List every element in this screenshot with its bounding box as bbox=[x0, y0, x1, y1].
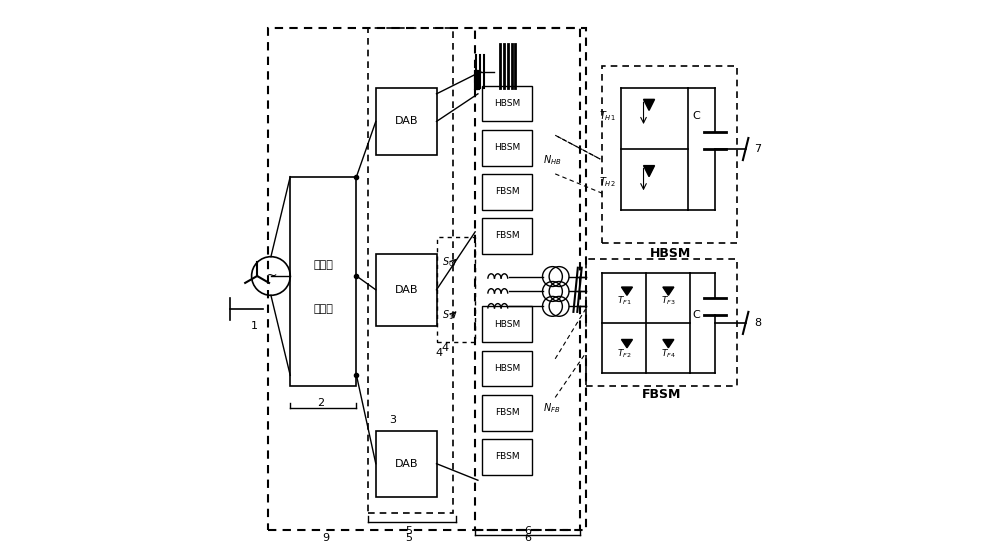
Polygon shape bbox=[663, 339, 674, 348]
Text: $T_{F1}$: $T_{F1}$ bbox=[617, 295, 632, 307]
Text: $S_0$: $S_0$ bbox=[442, 255, 454, 269]
Text: 4: 4 bbox=[441, 343, 448, 353]
FancyBboxPatch shape bbox=[482, 395, 532, 431]
Text: $T_{H1}$: $T_{H1}$ bbox=[599, 109, 616, 123]
Polygon shape bbox=[663, 287, 674, 295]
FancyBboxPatch shape bbox=[376, 88, 437, 155]
Text: FBSM: FBSM bbox=[495, 231, 519, 240]
FancyBboxPatch shape bbox=[482, 439, 532, 475]
Polygon shape bbox=[644, 99, 655, 110]
Text: 5: 5 bbox=[405, 526, 412, 536]
Polygon shape bbox=[644, 166, 655, 177]
Text: HBSM: HBSM bbox=[494, 143, 520, 152]
FancyBboxPatch shape bbox=[482, 351, 532, 386]
Text: 6: 6 bbox=[524, 526, 531, 536]
Text: 8: 8 bbox=[754, 318, 761, 328]
Text: DAB: DAB bbox=[394, 459, 418, 469]
FancyBboxPatch shape bbox=[482, 218, 532, 254]
Text: FBSM: FBSM bbox=[495, 187, 519, 196]
Polygon shape bbox=[621, 287, 632, 295]
Text: 6: 6 bbox=[524, 533, 531, 543]
Text: HBSM: HBSM bbox=[494, 320, 520, 328]
Text: FBSM: FBSM bbox=[495, 408, 519, 417]
Text: ~: ~ bbox=[265, 269, 277, 283]
Text: 7: 7 bbox=[754, 144, 761, 154]
Text: FBSM: FBSM bbox=[495, 452, 519, 461]
FancyBboxPatch shape bbox=[376, 431, 437, 497]
Text: 输入级: 输入级 bbox=[313, 260, 333, 270]
Text: FBSM: FBSM bbox=[642, 388, 681, 401]
Text: HBSM: HBSM bbox=[494, 364, 520, 373]
Text: HBSM: HBSM bbox=[494, 99, 520, 108]
Text: $T_{F2}$: $T_{F2}$ bbox=[617, 347, 631, 359]
Text: 1: 1 bbox=[251, 321, 258, 331]
Text: $T_{H2}$: $T_{H2}$ bbox=[599, 176, 616, 189]
Text: $T_{F3}$: $T_{F3}$ bbox=[661, 295, 676, 307]
Text: $N_{FB}$: $N_{FB}$ bbox=[543, 402, 560, 415]
FancyBboxPatch shape bbox=[290, 177, 356, 386]
FancyBboxPatch shape bbox=[482, 306, 532, 342]
Text: 4: 4 bbox=[436, 348, 443, 358]
Text: C: C bbox=[692, 111, 700, 121]
FancyBboxPatch shape bbox=[482, 174, 532, 210]
Text: $S_1$: $S_1$ bbox=[442, 308, 453, 321]
FancyBboxPatch shape bbox=[482, 130, 532, 166]
Text: HBSM: HBSM bbox=[649, 247, 691, 261]
Text: 3: 3 bbox=[389, 415, 396, 424]
Text: 9: 9 bbox=[323, 533, 330, 543]
Polygon shape bbox=[621, 339, 632, 348]
Text: $N_{HB}$: $N_{HB}$ bbox=[543, 153, 561, 167]
Text: 5: 5 bbox=[405, 533, 412, 543]
Text: 变换器: 变换器 bbox=[313, 304, 333, 314]
Text: DAB: DAB bbox=[394, 285, 418, 295]
FancyBboxPatch shape bbox=[376, 254, 437, 326]
Text: 2: 2 bbox=[317, 398, 324, 408]
Text: C: C bbox=[692, 310, 700, 320]
Text: DAB: DAB bbox=[394, 116, 418, 126]
FancyBboxPatch shape bbox=[482, 86, 532, 121]
Text: $T_{F4}$: $T_{F4}$ bbox=[661, 347, 676, 359]
